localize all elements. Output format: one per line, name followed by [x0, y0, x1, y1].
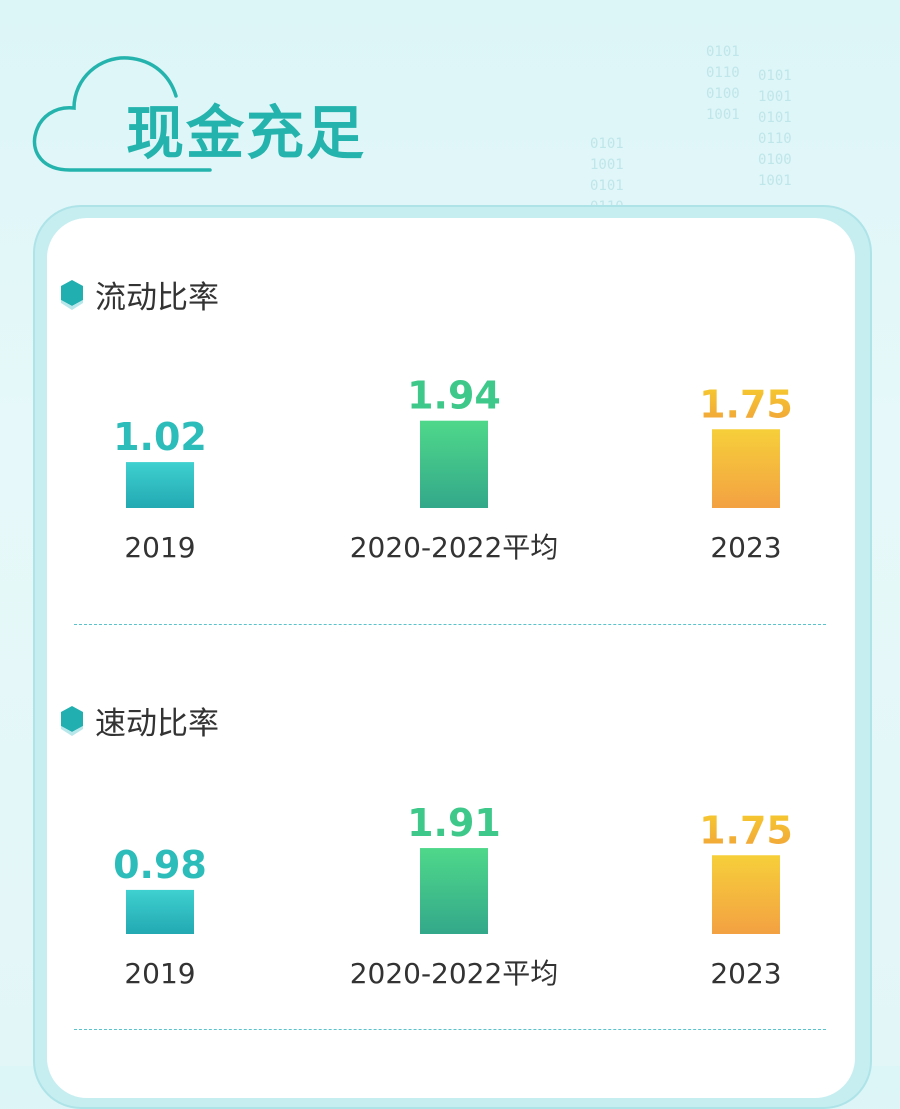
main-card: 1.02 2019 1.94 2020-2022平均 1.75 2023 流动比率 0.9…: [47, 218, 855, 1098]
bar-2019: [126, 462, 194, 508]
bar-2023: [712, 855, 780, 934]
category-label: 2023: [710, 957, 781, 990]
cloud-icon: [32, 56, 212, 172]
bar-2020-2022平均: [420, 848, 488, 934]
dashed-divider: [74, 1029, 826, 1030]
category-label: 2019: [124, 531, 195, 564]
value-label: 1.02: [113, 415, 207, 459]
category-label: 2019: [124, 957, 195, 990]
binary-column: 0101 1001 0101 0110 0100 1001: [758, 68, 792, 189]
hexagon-icon: [61, 706, 83, 736]
bar-2023: [712, 429, 780, 508]
current-ratio-section: 1.02 2019 1.94 2020-2022平均 1.75 2023 流动比率: [47, 274, 855, 674]
dashed-divider: [74, 624, 826, 625]
value-label: 1.94: [407, 374, 501, 418]
value-label: 1.75: [699, 382, 793, 426]
quick-ratio-chart: 0.98 2019 1.91 2020-2022平均 1.75 2023: [113, 801, 793, 990]
page-header: 现金充足: [30, 52, 390, 177]
value-label: 1.91: [407, 801, 501, 845]
category-label: 2020-2022平均: [350, 531, 559, 564]
section-title: 流动比率: [95, 279, 219, 316]
section-header: 流动比率: [59, 274, 219, 316]
bar-2019: [126, 889, 194, 934]
value-label: 1.75: [699, 808, 793, 852]
page-title: 现金充足: [126, 99, 367, 167]
hexagon-icon: [61, 280, 83, 310]
binary-decoration: 0101 1001 0101 0110 0100 1001: [758, 24, 792, 213]
section-header: 速动比率: [59, 700, 219, 742]
section-title: 速动比率: [95, 705, 219, 742]
category-label: 2020-2022平均: [350, 957, 559, 990]
binary-column: 0101 0110 0100 1001: [706, 44, 740, 123]
category-label: 2023: [710, 531, 781, 564]
value-label: 0.98: [113, 843, 207, 887]
current-ratio-chart: 1.02 2019 1.94 2020-2022平均 1.75 2023: [113, 374, 793, 564]
binary-decoration: 0101 0110 0100 1001: [706, 0, 740, 147]
quick-ratio-section: 0.98 2019 1.91 2020-2022平均 1.75 2023 速动比率: [47, 700, 855, 1100]
bar-2020-2022平均: [420, 420, 488, 508]
